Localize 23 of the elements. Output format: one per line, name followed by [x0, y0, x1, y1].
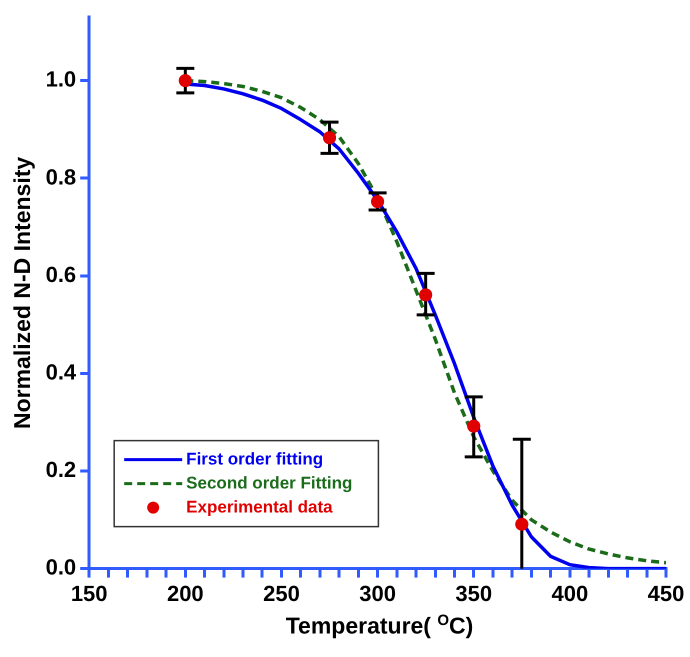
point	[419, 288, 432, 302]
legend-label: Second order Fitting	[186, 473, 352, 492]
point	[515, 518, 528, 531]
y-tick-label: 0.0	[46, 554, 76, 580]
x-tick-label: 150	[70, 580, 108, 606]
point	[323, 131, 336, 144]
point	[371, 195, 384, 208]
y-tick-label: 0.6	[46, 262, 76, 287]
x-tick-label: 300	[359, 580, 396, 606]
legend-label: Experimental data	[186, 497, 334, 516]
point	[467, 420, 480, 433]
x-tick-label: 400	[552, 580, 588, 606]
y-tick-label: 0.4	[46, 359, 77, 384]
x-tick-label: 450	[648, 580, 684, 606]
x-tick-label: 350	[455, 580, 492, 606]
y-axis-title: Normalized N-D Intensity	[9, 156, 36, 430]
y-tick-label: 1.0	[46, 66, 76, 92]
x-tick-label: 200	[166, 580, 204, 606]
y-tick-label: 0.8	[46, 164, 76, 190]
y-tick-label: 0.2	[46, 457, 76, 482]
legend-label: First order fitting	[186, 449, 324, 468]
x-axis-title: Temperature( $^{O}$C)	[284, 612, 474, 640]
x-tick-label: 250	[263, 580, 300, 606]
